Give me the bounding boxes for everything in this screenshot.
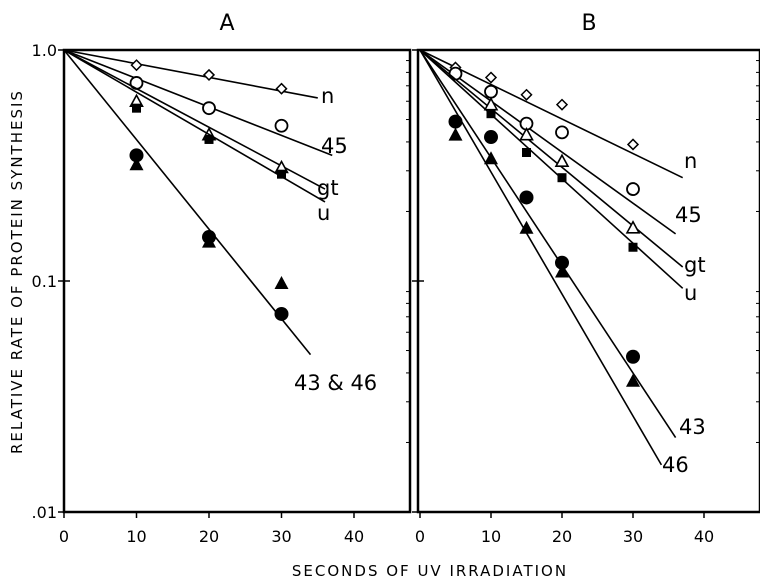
series-label-gt: gt (317, 176, 339, 200)
data-point (484, 151, 498, 165)
data-point (129, 157, 144, 171)
series-45-panel-b: 45 (419, 49, 702, 235)
series-u-panel-b: u (419, 49, 697, 305)
y-tick-label: 0.1 (32, 272, 57, 291)
panel-a: A 0 10 20 30 40 1.0 0.1 .01 n 45 gtu 43 & 46 (32, 11, 412, 546)
x-tick-label: 20 (552, 527, 572, 546)
data-point (202, 68, 216, 81)
data-point (555, 264, 569, 278)
x-tick-label: 40 (694, 527, 714, 546)
series-label-n: n (684, 149, 697, 173)
series-gt-panel-a: gt (63, 49, 339, 200)
y-axis-label: RELATIVE RATE OF PROTEIN SYNTHESIS (8, 89, 26, 454)
series-label-u: u (684, 281, 697, 305)
x-tick-label: 10 (481, 527, 501, 546)
data-point (129, 148, 144, 163)
data-point (486, 109, 496, 119)
series-line (419, 49, 684, 179)
series-43-panel-b: 43 (419, 49, 706, 439)
data-point (275, 82, 288, 95)
x-tick-label: 30 (271, 527, 291, 546)
y-tick-label: .01 (32, 503, 57, 522)
panel-title: B (581, 11, 596, 36)
series-line (419, 49, 677, 235)
series-u-panel-a: u (63, 49, 330, 225)
series-label-43: 43 (679, 415, 706, 439)
data-point (520, 88, 533, 101)
series-43-46-panel-a: 43 & 46 (63, 49, 377, 395)
panel-frame (62, 48, 412, 514)
data-point (625, 220, 641, 234)
data-point (274, 276, 289, 290)
panel-frame (416, 48, 760, 514)
data-point (626, 138, 640, 151)
series-line (63, 49, 318, 99)
y-tick-label: 1.0 (32, 41, 57, 60)
series-line (63, 49, 312, 356)
data-point (448, 127, 463, 141)
data-point (626, 349, 640, 364)
data-point (519, 126, 534, 141)
series-label-45: 45 (675, 203, 702, 227)
data-point (554, 153, 570, 168)
series-label-43-46: 43 & 46 (294, 371, 377, 395)
series-line (419, 49, 663, 466)
data-point (628, 242, 638, 252)
x-tick-label: 0 (415, 527, 425, 546)
data-point (555, 125, 569, 140)
data-point (519, 220, 534, 234)
data-point (484, 84, 498, 99)
series-line (63, 49, 333, 157)
data-point (202, 234, 216, 248)
x-axis-label: SECONDS OF UV IRRADIATION (292, 562, 568, 580)
series-label-n: n (321, 84, 334, 108)
data-point (274, 118, 289, 133)
data-point (448, 114, 463, 129)
series-gt-panel-b: gt (419, 49, 706, 277)
data-point (274, 306, 289, 321)
data-point (132, 103, 141, 113)
data-point (277, 169, 286, 179)
series-46-panel-b: 46 (419, 49, 689, 477)
data-point (484, 71, 498, 84)
data-point (202, 101, 216, 116)
data-point (626, 373, 640, 387)
series-label-u: u (317, 201, 330, 225)
data-point (484, 130, 498, 145)
series-line (419, 49, 684, 289)
data-point (555, 255, 569, 270)
x-tick-label: 0 (59, 527, 69, 546)
x-tick-label: 30 (623, 527, 643, 546)
data-point (204, 134, 214, 144)
series-line (419, 49, 677, 439)
series-line (419, 49, 684, 268)
data-point (130, 59, 143, 72)
x-tick-label: 10 (126, 527, 146, 546)
data-point (519, 190, 534, 205)
series-label-gt: gt (684, 253, 706, 277)
panel-b: B 0 10 20 30 40 n 45 gt u 43 46 (412, 11, 760, 546)
series-extra-panel-a (129, 157, 289, 290)
data-point (557, 173, 567, 183)
panel-title: A (219, 11, 234, 36)
series-n-panel-a: n (63, 49, 334, 108)
series-45-panel-a: 45 (63, 49, 348, 158)
data-point (522, 147, 531, 157)
x-tick-label: 40 (344, 527, 364, 546)
x-tick-label: 20 (199, 527, 219, 546)
data-point (626, 182, 640, 196)
series-label-45: 45 (321, 134, 348, 158)
series-label-46: 46 (662, 453, 689, 477)
data-point (555, 98, 569, 111)
